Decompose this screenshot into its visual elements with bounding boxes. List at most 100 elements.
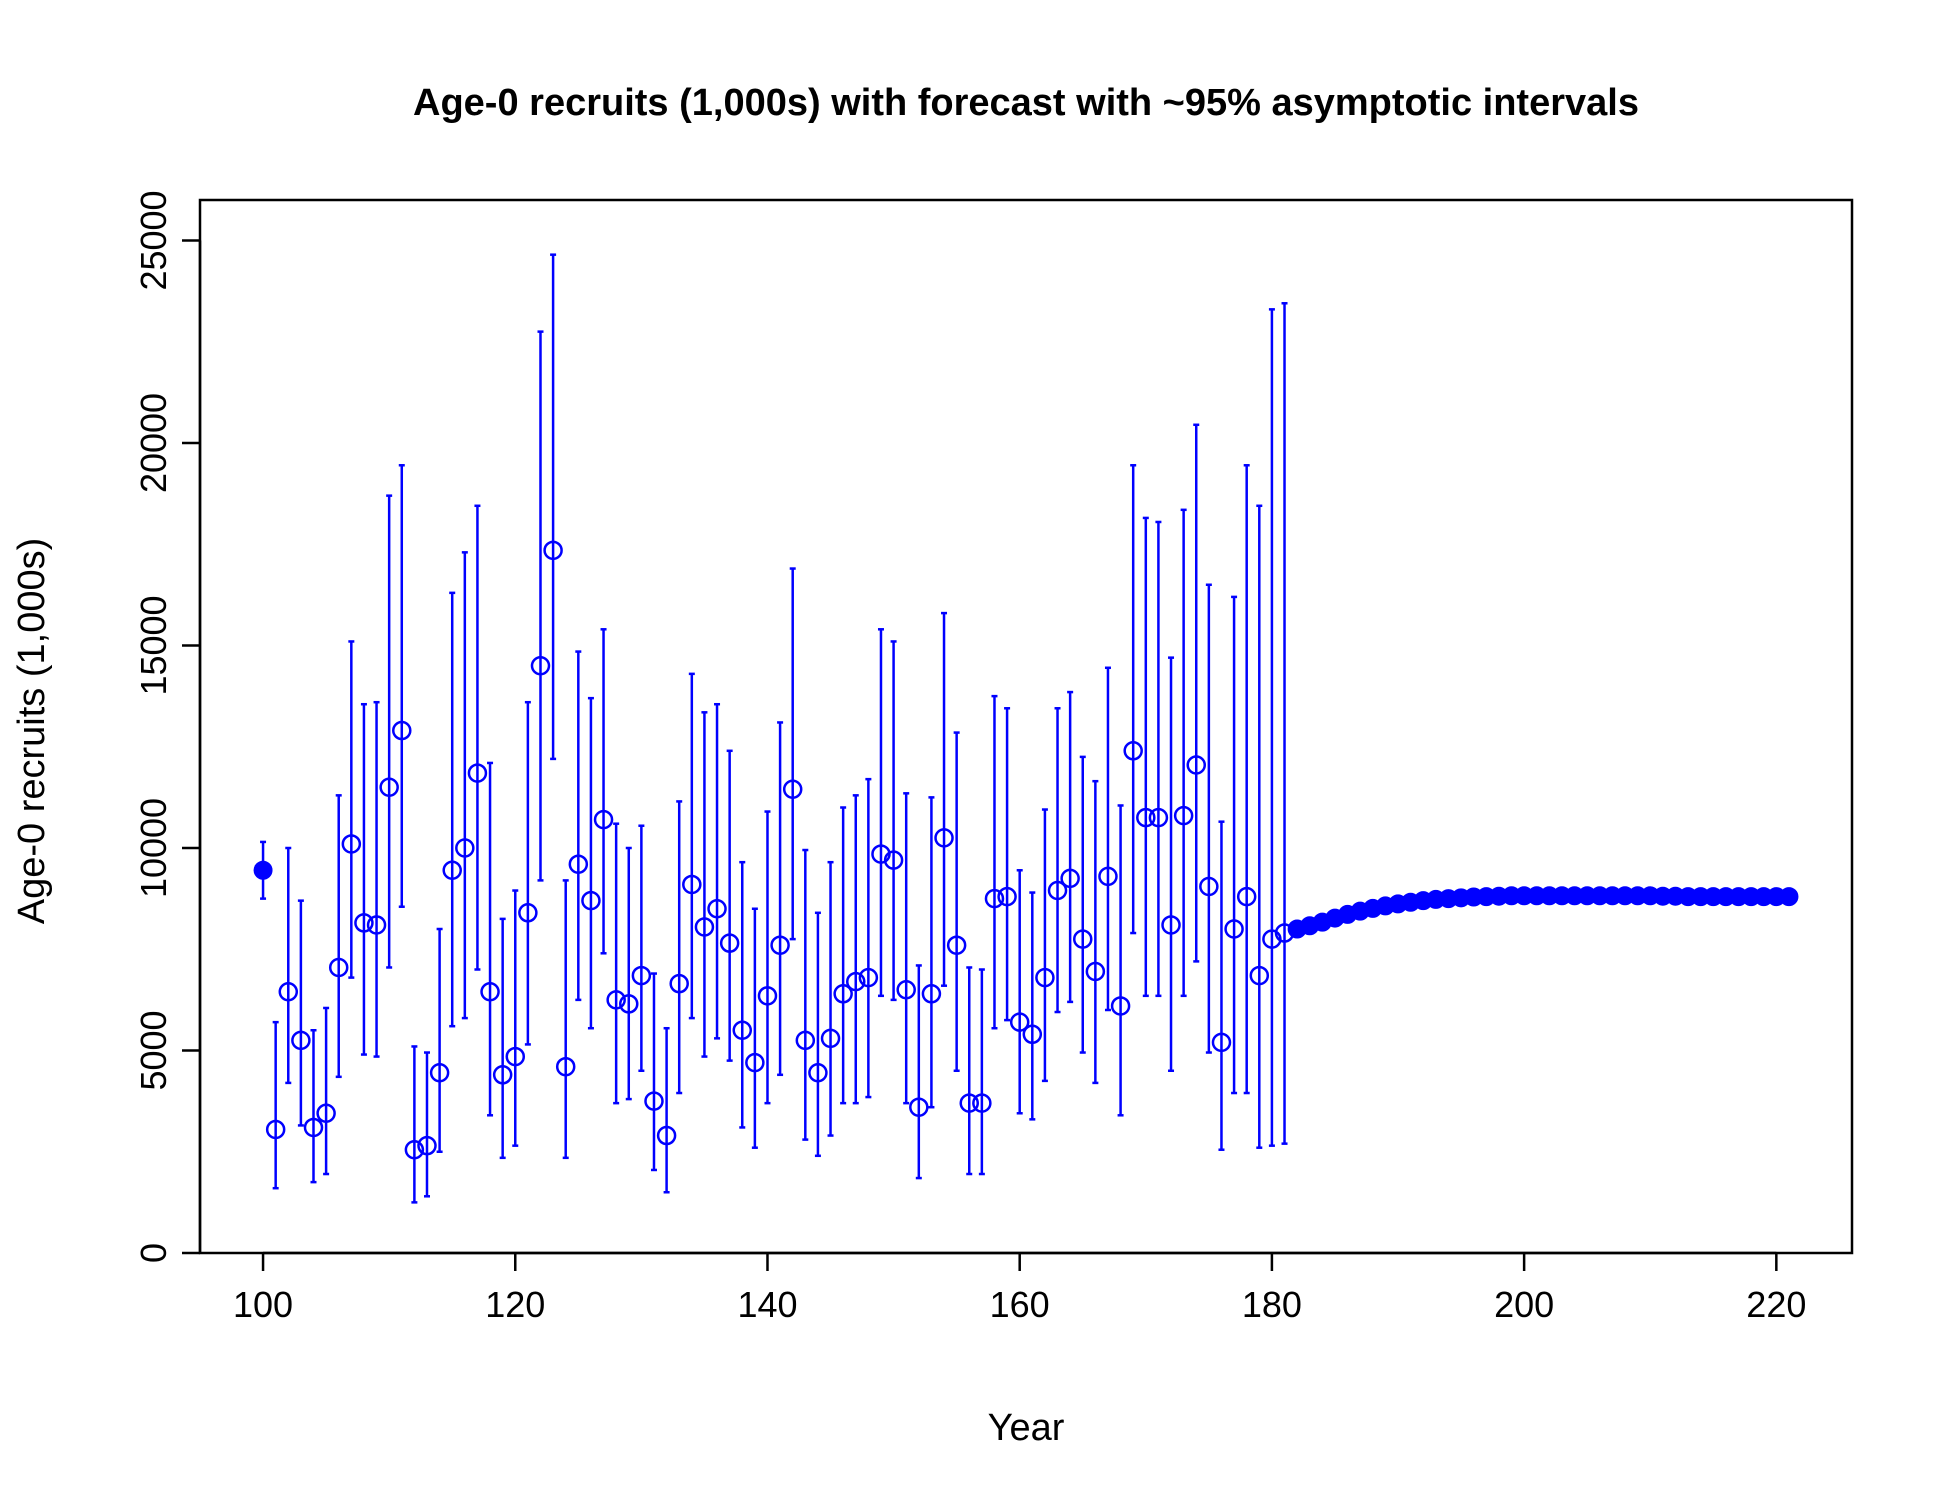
estimate-point: [429, 1063, 450, 1083]
estimate-point: [782, 779, 803, 800]
estimate-point: [946, 935, 967, 955]
estimate-point: [593, 809, 614, 830]
estimate-point: [1060, 868, 1080, 889]
estimate-point: [745, 1052, 765, 1073]
forecast-point: [1779, 887, 1799, 907]
estimate-point: [1148, 807, 1169, 828]
estimate-point: [959, 1093, 980, 1113]
x-tick-label: 100: [233, 1284, 293, 1325]
y-tick-label: 5000: [133, 1010, 174, 1090]
y-tick-label: 20000: [133, 393, 174, 493]
estimate-point: [417, 1135, 437, 1156]
x-tick-label: 180: [1242, 1284, 1302, 1325]
estimate-point: [808, 1063, 828, 1083]
estimate-point: [341, 834, 362, 854]
estimate-point: [1072, 929, 1093, 949]
estimate-point: [1236, 886, 1257, 907]
chart-title: Age-0 recruits (1,000s) with forecast wi…: [413, 82, 1639, 124]
estimate-point: [909, 1097, 929, 1117]
estimate-point: [1199, 876, 1219, 897]
estimate-point: [328, 957, 349, 978]
estimate-point: [581, 890, 601, 911]
y-tick-label: 15000: [133, 595, 174, 695]
estimate-point: [303, 1117, 324, 1138]
estimate-point: [984, 888, 1005, 909]
estimate-point: [883, 850, 904, 870]
estimate-point: [480, 982, 500, 1002]
estimate-point: [1098, 866, 1118, 887]
estimate-point: [1110, 996, 1131, 1016]
estimate-point: [568, 854, 589, 874]
estimate-point: [354, 913, 374, 933]
y-tick-label: 0: [133, 1243, 174, 1263]
estimate-point: [1035, 967, 1055, 988]
estimate-point: [1224, 919, 1244, 939]
estimate-point: [442, 860, 462, 881]
estimate-point: [644, 1091, 664, 1111]
estimate-point: [669, 973, 689, 994]
estimate-point: [1022, 1024, 1043, 1045]
estimate-point: [606, 990, 626, 1010]
virgin-point: [253, 860, 273, 880]
estimate-point: [732, 1020, 753, 1040]
estimate-point: [366, 915, 387, 935]
estimate-point: [1186, 755, 1206, 775]
x-tick-label: 140: [737, 1284, 797, 1325]
estimate-point: [972, 1093, 992, 1113]
estimate-point: [404, 1139, 425, 1160]
estimate-point: [555, 1056, 576, 1077]
y-tick-label: 10000: [133, 798, 174, 898]
estimate-point: [316, 1103, 336, 1124]
estimate-point: [682, 874, 702, 895]
x-tick-label: 200: [1494, 1284, 1554, 1325]
estimate-point: [265, 1119, 286, 1140]
estimate-point: [795, 1030, 816, 1051]
estimate-point: [379, 777, 399, 797]
estimate-point: [291, 1030, 311, 1051]
estimate-point: [820, 1028, 841, 1049]
x-axis: 100 120 140 160 180 200 220: [233, 1251, 1806, 1325]
estimate-point: [896, 980, 916, 1000]
estimate-point: [694, 917, 715, 937]
x-tick-label: 120: [485, 1284, 545, 1325]
estimate-point: [656, 1125, 677, 1146]
estimate-point: [1136, 807, 1156, 828]
estimate-point: [1047, 880, 1068, 901]
estimate-point: [278, 982, 299, 1002]
y-axis-label: Age-0 recruits (1,000s): [11, 538, 53, 925]
estimate-point: [770, 935, 790, 955]
estimate-point: [1161, 915, 1181, 935]
estimate-point: [619, 994, 639, 1014]
estimate-point: [719, 933, 740, 953]
estimate-point: [518, 903, 538, 923]
estimate-point: [392, 720, 412, 741]
estimate-point: [467, 763, 488, 783]
estimate-point: [492, 1065, 513, 1085]
estimate-point: [543, 540, 563, 561]
estimate-point: [997, 886, 1017, 907]
estimate-point: [455, 838, 475, 858]
data-series: [253, 253, 1799, 1204]
estimate-point: [858, 967, 879, 988]
estimate-point: [530, 656, 551, 676]
estimate-point: [757, 986, 778, 1006]
estimate-point: [631, 965, 652, 986]
estimate-point: [1173, 805, 1194, 826]
estimate-point: [1085, 961, 1106, 982]
y-tick-label: 25000: [133, 190, 174, 290]
y-axis: 0 5000 10000 15000 20000 25000: [133, 190, 202, 1263]
x-tick-label: 160: [990, 1284, 1050, 1325]
x-tick-label: 220: [1746, 1284, 1806, 1325]
estimate-point: [833, 984, 853, 1004]
estimate-point: [846, 971, 866, 992]
estimate-point: [707, 899, 727, 919]
x-axis-label: Year: [988, 1407, 1065, 1449]
estimate-point: [1211, 1032, 1232, 1053]
estimate-point: [505, 1046, 526, 1067]
estimate-point: [934, 828, 954, 848]
estimate-point: [921, 984, 942, 1004]
estimate-point: [1249, 965, 1270, 986]
estimate-point: [1009, 1012, 1030, 1032]
